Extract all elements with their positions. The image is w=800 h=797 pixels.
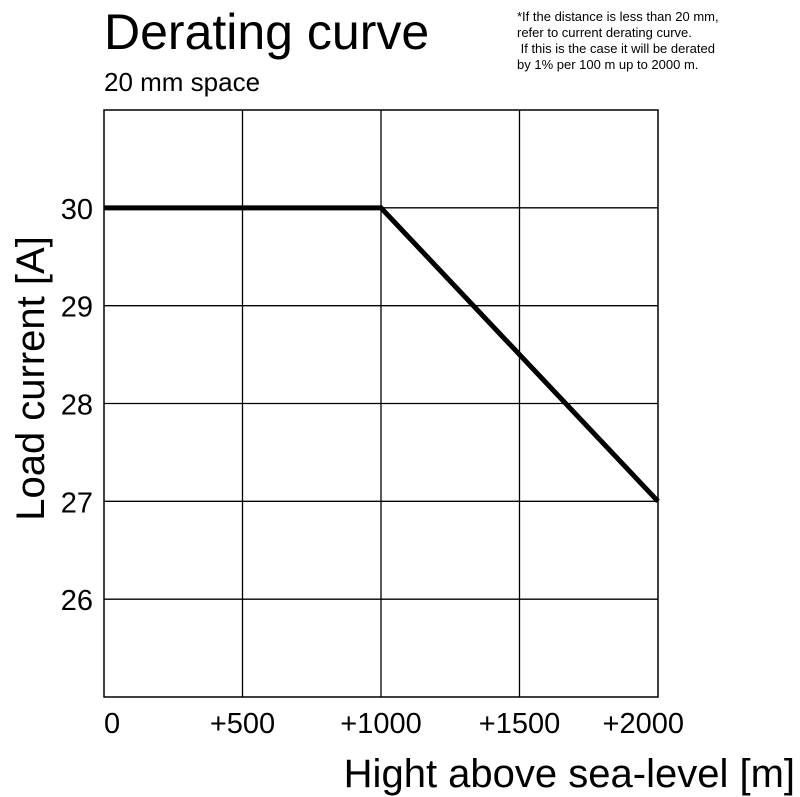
series-layer: [104, 205, 660, 504]
y-axis-label: Load current [A]: [9, 236, 53, 521]
y-tick-label: 26: [61, 585, 93, 617]
plot-frame: [103, 109, 659, 698]
derating-note: *If the distance is less than 20 mm, ref…: [517, 9, 797, 73]
x-tick-label: 0: [104, 708, 120, 740]
y-tick-labels: 26 27 28 29 30: [61, 194, 93, 617]
series-line: [104, 205, 660, 504]
note-line: If this is the case it will be derated: [517, 41, 715, 56]
x-tick-labels: 0 +500 +1000 +1500 +2000: [104, 708, 684, 740]
x-tick-label: +1500: [479, 708, 560, 740]
y-tick-label: 27: [61, 487, 93, 519]
note-line: *If the distance is less than 20 mm,: [517, 9, 719, 24]
x-axis-label: Hight above sea-level [m]: [344, 752, 795, 796]
y-tick-label: 30: [61, 194, 93, 226]
note-line: by 1% per 100 m up to 2000 m.: [517, 57, 699, 72]
y-tick-label: 28: [61, 390, 93, 422]
y-tick-label: 29: [61, 292, 93, 324]
chart-subtitle: 20 mm space: [104, 67, 261, 97]
x-tick-label: +1000: [340, 708, 421, 740]
grid: [104, 110, 658, 697]
note-line: refer to current derating curve.: [517, 25, 692, 40]
x-tick-label: +500: [210, 708, 275, 740]
x-tick-label: +2000: [603, 708, 684, 740]
chart-title: Derating curve: [104, 4, 430, 60]
